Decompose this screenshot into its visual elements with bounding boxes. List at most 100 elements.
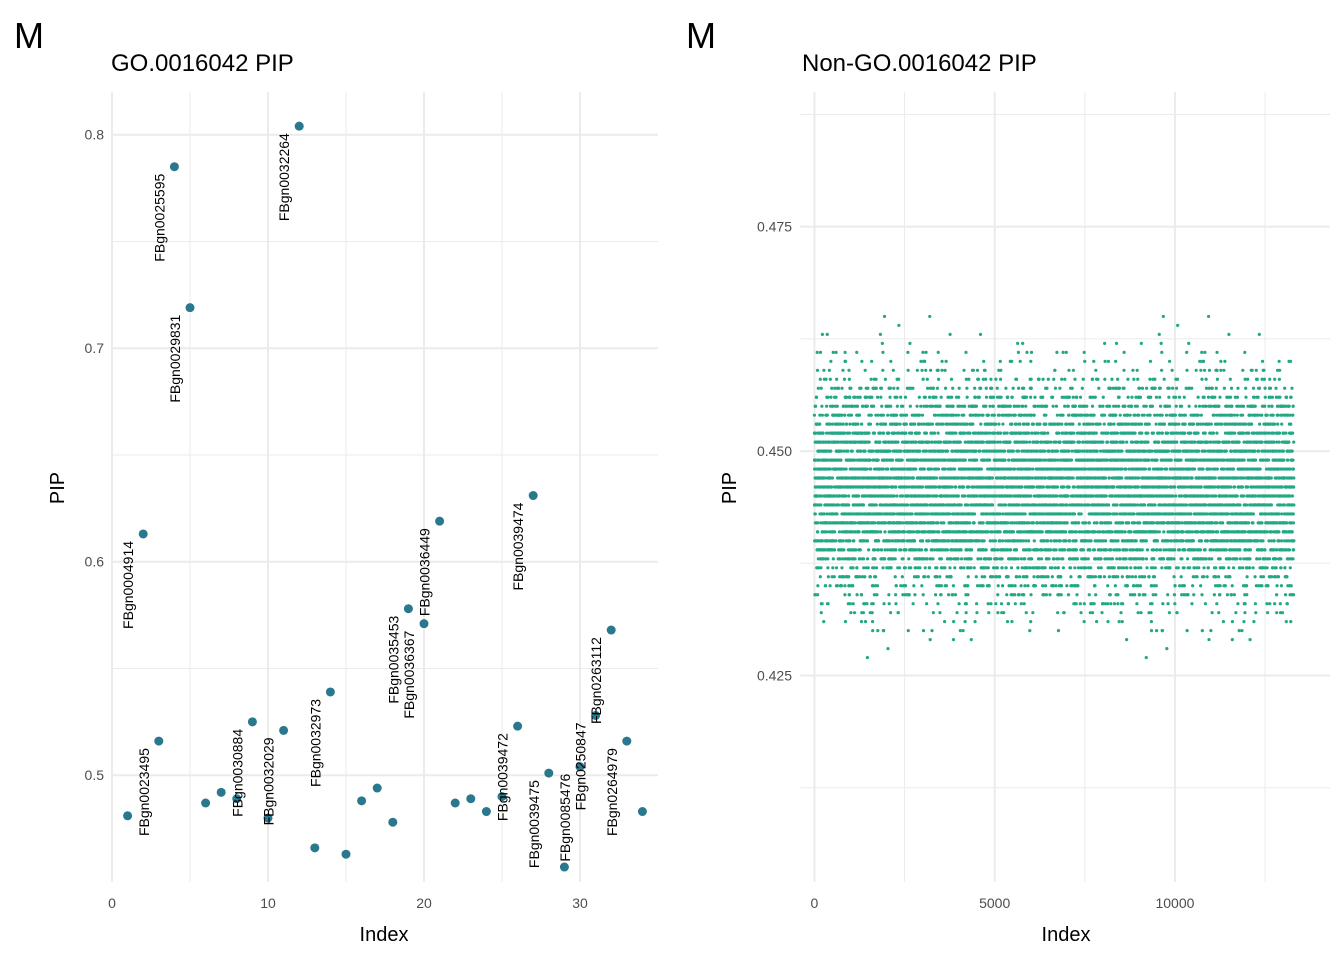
- non-go-point: [838, 557, 841, 560]
- non-go-point: [996, 566, 999, 569]
- non-go-point: [992, 566, 995, 569]
- non-go-point: [887, 432, 890, 435]
- non-go-point: [959, 441, 962, 444]
- non-go-point: [1010, 423, 1013, 426]
- non-go-point: [952, 620, 955, 623]
- non-go-point: [830, 485, 833, 488]
- non-go-point: [971, 423, 974, 426]
- non-go-point: [1028, 441, 1031, 444]
- non-go-point: [1043, 449, 1046, 452]
- go-y-tick-label: 0.5: [85, 767, 105, 783]
- non-go-point: [930, 441, 933, 444]
- non-go-point: [1007, 458, 1010, 461]
- non-go-point: [831, 566, 834, 569]
- non-go-point: [908, 593, 911, 596]
- non-go-point: [992, 396, 995, 399]
- non-go-point: [965, 387, 968, 390]
- non-go-point: [1072, 432, 1075, 435]
- non-go-point: [902, 539, 905, 542]
- non-go-point: [940, 557, 943, 560]
- non-go-point: [1011, 396, 1014, 399]
- non-go-point: [897, 611, 900, 614]
- non-go-point: [1017, 351, 1020, 354]
- non-go-point: [1065, 423, 1068, 426]
- non-go-point: [1055, 351, 1058, 354]
- non-go-point: [1015, 548, 1018, 551]
- non-go-point: [882, 629, 885, 632]
- non-go-point: [980, 467, 983, 470]
- non-go-point: [1066, 503, 1069, 506]
- non-go-point: [945, 360, 948, 363]
- non-go-point: [1061, 414, 1064, 417]
- non-go-point: [979, 557, 982, 560]
- non-go-point: [835, 512, 838, 515]
- go-x-tick-label: 0: [108, 895, 116, 911]
- non-go-point: [1032, 423, 1035, 426]
- non-go-point: [876, 396, 879, 399]
- non-go-point: [1010, 620, 1013, 623]
- non-go-point: [930, 629, 933, 632]
- non-go-point: [865, 467, 868, 470]
- non-go-point: [819, 351, 822, 354]
- non-go-point: [951, 387, 954, 390]
- non-go-point: [1041, 584, 1044, 587]
- go-y-tick-labels: 0.50.60.70.8: [85, 127, 105, 784]
- non-go-point: [852, 602, 855, 605]
- non-go-point: [873, 548, 876, 551]
- non-go-point: [873, 432, 876, 435]
- non-go-point: [896, 387, 899, 390]
- non-go-point: [862, 557, 865, 560]
- non-go-point: [892, 494, 895, 497]
- non-go-point: [913, 539, 916, 542]
- non-go-point: [1040, 548, 1043, 551]
- non-go-point: [856, 405, 859, 408]
- non-go-point: [822, 369, 825, 372]
- non-go-point: [852, 539, 855, 542]
- go-point: [404, 604, 413, 613]
- non-go-point: [889, 405, 892, 408]
- non-go-point: [1029, 548, 1032, 551]
- non-go-point: [1062, 566, 1065, 569]
- non-go-point: [853, 458, 856, 461]
- non-go-point: [862, 503, 865, 506]
- non-go-point: [962, 414, 965, 417]
- non-go-point: [975, 611, 978, 614]
- non-go-point: [1067, 593, 1070, 596]
- non-go-point: [833, 575, 836, 578]
- non-go-point: [937, 432, 940, 435]
- non-go-point: [894, 575, 897, 578]
- non-go-point: [1020, 485, 1023, 488]
- non-go-point: [848, 432, 851, 435]
- non-go-point: [959, 629, 962, 632]
- non-go-point: [819, 566, 822, 569]
- non-go-point: [948, 512, 951, 515]
- non-go-point: [973, 387, 976, 390]
- nongo-y-tick-label: 0.475: [757, 219, 792, 235]
- non-go-point: [832, 557, 835, 560]
- non-go-point: [940, 584, 943, 587]
- non-go-point: [1073, 512, 1076, 515]
- non-go-point: [820, 611, 823, 614]
- non-go-point: [834, 396, 837, 399]
- non-go-point: [931, 423, 934, 426]
- go-point: [170, 162, 179, 171]
- non-go-point: [924, 566, 927, 569]
- non-go-point: [925, 405, 928, 408]
- non-go-point: [918, 566, 921, 569]
- go-point-label: FBgn0036367: [401, 630, 417, 718]
- non-go-point: [1029, 360, 1032, 363]
- non-go-point: [1005, 593, 1008, 596]
- non-go-point: [889, 611, 892, 614]
- non-go-point: [1007, 575, 1010, 578]
- non-go-point: [993, 432, 996, 435]
- non-go-point: [884, 423, 887, 426]
- non-go-point: [936, 387, 939, 390]
- non-go-point: [829, 467, 832, 470]
- non-go-point: [911, 512, 914, 515]
- non-go-point: [970, 638, 973, 641]
- non-go-point: [864, 620, 867, 623]
- non-go-point: [895, 414, 898, 417]
- non-go-point: [1022, 387, 1025, 390]
- non-go-point: [928, 566, 931, 569]
- non-go-point: [1063, 378, 1066, 381]
